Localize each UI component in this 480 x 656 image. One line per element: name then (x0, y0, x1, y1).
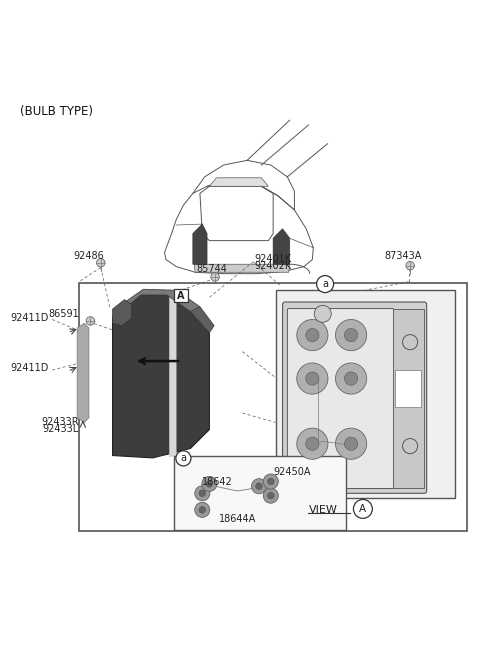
Text: 87343A: 87343A (384, 251, 422, 261)
Polygon shape (77, 323, 89, 422)
Polygon shape (194, 264, 290, 272)
Circle shape (297, 319, 328, 351)
Circle shape (353, 499, 372, 518)
Text: a: a (322, 279, 328, 289)
Text: (BULB TYPE): (BULB TYPE) (21, 105, 94, 118)
FancyBboxPatch shape (283, 302, 427, 493)
Circle shape (96, 258, 105, 267)
FancyBboxPatch shape (395, 369, 420, 407)
Circle shape (314, 305, 331, 322)
Text: 86591: 86591 (49, 309, 80, 319)
Circle shape (345, 437, 358, 450)
Text: a: a (180, 453, 186, 463)
Circle shape (206, 481, 213, 487)
Circle shape (252, 479, 266, 494)
Circle shape (267, 478, 274, 485)
Circle shape (317, 276, 334, 293)
Text: 92411D: 92411D (11, 313, 49, 323)
Text: 92402K: 92402K (254, 260, 291, 271)
Circle shape (263, 474, 278, 489)
Text: VIEW: VIEW (309, 505, 337, 515)
Polygon shape (209, 178, 268, 186)
Circle shape (297, 428, 328, 459)
Polygon shape (112, 295, 209, 458)
Circle shape (199, 506, 205, 513)
Circle shape (195, 502, 210, 518)
Text: 18642: 18642 (202, 476, 233, 487)
Circle shape (202, 476, 217, 491)
Polygon shape (112, 289, 200, 319)
FancyBboxPatch shape (393, 309, 424, 488)
Text: A: A (360, 504, 366, 514)
Polygon shape (169, 295, 176, 457)
Circle shape (267, 493, 274, 499)
Text: A: A (177, 291, 185, 301)
Circle shape (336, 319, 367, 351)
Circle shape (336, 363, 367, 394)
Circle shape (336, 428, 367, 459)
Text: 92486: 92486 (73, 251, 104, 261)
Circle shape (345, 329, 358, 342)
Text: 18644A: 18644A (219, 514, 256, 524)
Text: 85744: 85744 (196, 264, 227, 274)
Text: 92450A: 92450A (273, 467, 311, 477)
Circle shape (199, 490, 205, 497)
Polygon shape (191, 307, 214, 333)
Circle shape (306, 372, 319, 385)
Circle shape (86, 317, 95, 325)
FancyBboxPatch shape (288, 308, 394, 489)
Circle shape (176, 451, 191, 466)
Text: 92411D: 92411D (11, 363, 49, 373)
Circle shape (406, 261, 414, 270)
Polygon shape (273, 229, 290, 264)
Text: 92433L: 92433L (42, 424, 79, 434)
Text: 92401K: 92401K (254, 254, 291, 264)
Circle shape (211, 273, 219, 281)
FancyBboxPatch shape (174, 289, 188, 302)
Circle shape (345, 372, 358, 385)
FancyBboxPatch shape (276, 290, 455, 498)
Circle shape (263, 488, 278, 503)
Circle shape (256, 483, 262, 489)
Polygon shape (112, 300, 132, 325)
Polygon shape (114, 297, 168, 455)
Text: 92433R: 92433R (42, 417, 79, 428)
Circle shape (306, 437, 319, 450)
Circle shape (195, 485, 210, 501)
Polygon shape (193, 224, 207, 264)
Circle shape (297, 363, 328, 394)
FancyBboxPatch shape (174, 455, 347, 529)
Circle shape (306, 329, 319, 342)
